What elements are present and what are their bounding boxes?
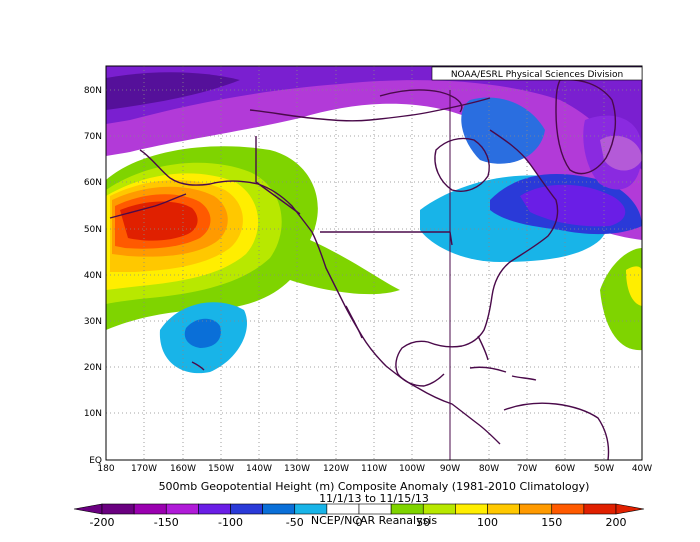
colorbar-swatch <box>583 503 617 515</box>
coastline-arctic-islands <box>379 89 463 113</box>
lon-label: 110W <box>361 464 387 474</box>
colorbar-arrow-high <box>615 503 645 515</box>
credit-box <box>431 66 643 81</box>
colorbar-swatch <box>165 503 199 515</box>
colorbar-tick-label: -200 <box>90 516 115 529</box>
coastline-pacific <box>139 149 501 445</box>
lon-label: 90W <box>440 464 460 474</box>
coastline-hispaniola <box>511 375 537 381</box>
coastline-cuba <box>469 366 507 373</box>
positive-anomaly-ridge-core <box>120 201 198 241</box>
colorbar-tick-label: 0 <box>356 516 363 529</box>
lat-label: EQ <box>89 456 102 466</box>
colorbar-arrow-low <box>73 503 103 515</box>
colorbar-swatch <box>326 503 360 515</box>
lat-label: 70N <box>84 132 102 142</box>
lon-label: 70W <box>517 464 537 474</box>
lon-label: 150W <box>208 464 234 474</box>
colorbar-tick-label: -100 <box>218 516 243 529</box>
negative-anomaly-greenland-core <box>600 135 642 171</box>
coastline-florida <box>477 335 489 361</box>
lat-label: 80N <box>84 86 102 96</box>
lon-label: 100W <box>399 464 425 474</box>
colorbar-swatch <box>101 503 135 515</box>
plot-frame <box>105 65 643 461</box>
lon-label: 50W <box>594 464 614 474</box>
coastline-hudson-bay <box>434 137 490 192</box>
lat-label: 50N <box>84 225 102 235</box>
colorbar-tick-label: 100 <box>477 516 498 529</box>
colorbar-tick-label: -150 <box>154 516 179 529</box>
colorbar-swatch <box>487 503 520 515</box>
negative-anomaly-arctic-core <box>106 72 240 110</box>
coastline-arctic <box>249 97 491 122</box>
date-range: 11/1/13 to 11/15/13 <box>319 492 429 505</box>
border-alaska-canada <box>255 136 301 215</box>
colorbar-tick-label: 150 <box>541 516 562 529</box>
lat-label: 10N <box>84 409 102 419</box>
coastline-baja <box>345 305 363 339</box>
negative-anomaly-north-core <box>106 66 642 170</box>
coastline-gulf <box>395 340 463 387</box>
positive-anomaly-atlantic-core <box>626 266 642 306</box>
colorbar-swatch <box>262 503 296 515</box>
lat-label: 60N <box>84 178 102 188</box>
lon-label: 170W <box>131 464 157 474</box>
colorbar-swatch <box>551 503 585 515</box>
colorbar-tick-label: -50 <box>286 516 304 529</box>
colorbar-swatch <box>230 503 263 515</box>
coastline-greenland <box>555 78 617 175</box>
colorbar-swatch <box>133 503 167 515</box>
lat-label: 40N <box>84 271 102 281</box>
lon-label: 130W <box>284 464 310 474</box>
colorbar-swatch <box>390 503 424 515</box>
lon-label: 80W <box>479 464 499 474</box>
latitude-labels: 80N 70N 60N 50N 40N 30N 20N 10N EQ <box>84 86 102 466</box>
lon-label: 160W <box>170 464 196 474</box>
lon-label: 180 <box>97 464 114 474</box>
negative-anomaly-subtropical-core <box>184 318 221 348</box>
anomaly-field <box>106 66 642 460</box>
colorbar-labels: -200 -150 -100 -50 0 50 100 150 200 <box>90 516 627 529</box>
credit-label: NOAA/ESRL Physical Sciences Division <box>451 70 623 80</box>
coastlines <box>109 78 617 460</box>
lat-label: 20N <box>84 363 102 373</box>
longitude-labels: 180 170W 160W 150W 140W 130W 120W 110W 1… <box>97 464 652 474</box>
colorbar-tick-label: 200 <box>606 516 627 529</box>
lon-label: 140W <box>246 464 272 474</box>
colorbar-swatch <box>358 503 392 515</box>
colorbar-swatch <box>294 503 328 515</box>
coastline-atlantic <box>461 129 559 347</box>
colorbar-swatch <box>198 503 231 515</box>
source-label: NCEP/NCAR Reanalysis <box>311 514 437 527</box>
colorbar <box>73 503 645 515</box>
negative-anomaly-canada-core <box>520 184 626 227</box>
colorbar-swatch <box>519 503 553 515</box>
lon-label: 120W <box>323 464 349 474</box>
coastline-hawaii <box>191 361 205 371</box>
map-title: 500mb Geopotential Height (m) Composite … <box>159 480 590 493</box>
lon-label: 60W <box>555 464 575 474</box>
colorbar-swatch <box>455 503 488 515</box>
lat-label: 30N <box>84 317 102 327</box>
colorbar-swatch <box>422 503 456 515</box>
coastline-south-america <box>503 402 610 460</box>
colorbar-tick-label: 50 <box>416 516 430 529</box>
coastline-aleutians <box>109 193 187 219</box>
lon-label: 40W <box>632 464 652 474</box>
